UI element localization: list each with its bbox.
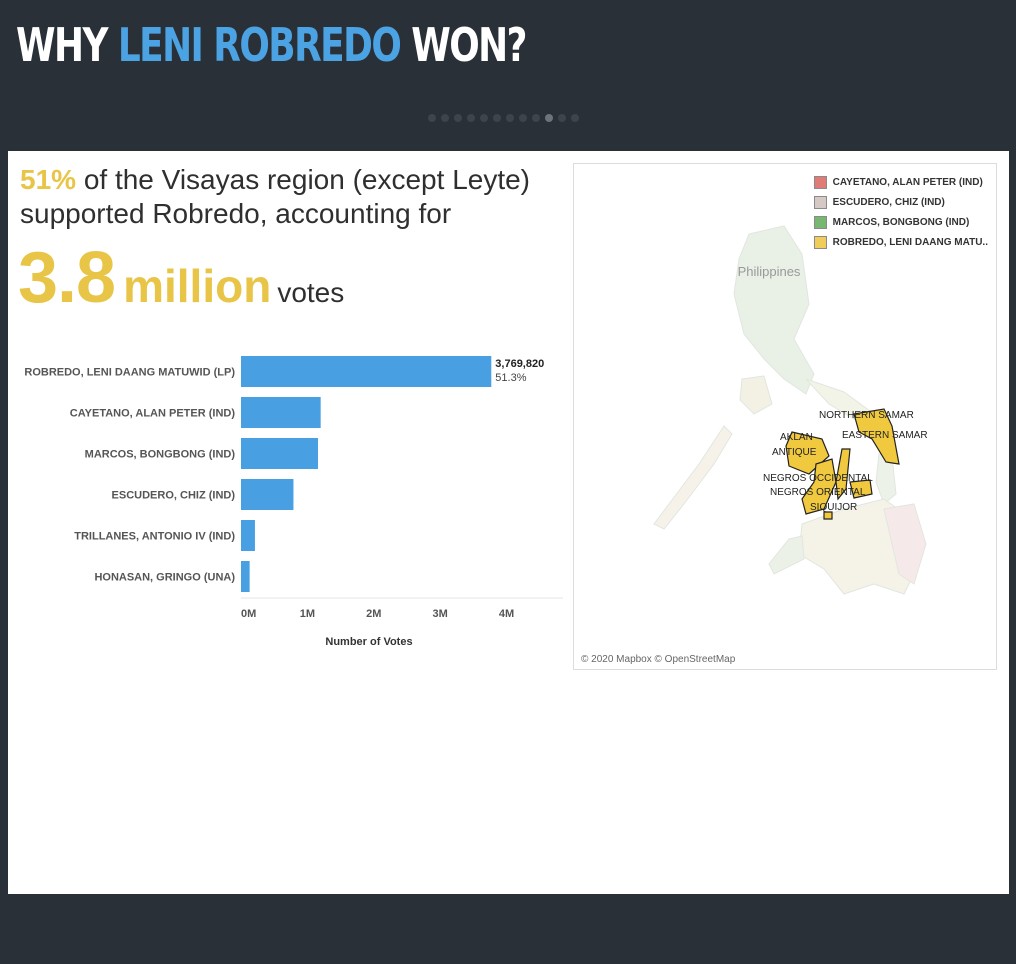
province-label-antique: ANTIQUE: [772, 447, 817, 458]
slide-dot[interactable]: [519, 114, 527, 122]
category-label: TRILLANES, ANTONIO IV (IND): [74, 531, 235, 543]
mindanao-east-shape: [883, 503, 927, 585]
category-label: CAYETANO, ALAN PETER (IND): [70, 408, 236, 420]
legend-swatch: [813, 195, 827, 209]
headline-percent: 51%: [20, 164, 77, 195]
bar[interactable]: [241, 561, 250, 592]
province-label-siquijor: SIQUIJOR: [810, 502, 857, 513]
legend-label: CAYETANO, ALAN PETER (IND): [832, 176, 983, 188]
province-label-eastern-samar: EASTERN SAMAR: [842, 430, 928, 441]
category-label: MARCOS, BONGBONG (IND): [85, 449, 236, 461]
bar[interactable]: [241, 397, 321, 428]
legend-item[interactable]: CAYETANO, ALAN PETER (IND): [813, 172, 988, 192]
slide-dot[interactable]: [545, 114, 553, 122]
vote-total-number: 3.8: [18, 238, 116, 318]
province-label-aklan: AKLAN: [780, 432, 813, 443]
legend-swatch: [813, 175, 827, 189]
vote-total: 3.8 million votes: [18, 237, 344, 319]
legend-swatch: [813, 215, 827, 229]
vote-bar-chart: ROBREDO, LENI DAANG MATUWID (LP) 3,769,82…: [24, 356, 563, 648]
x-tick-label: 0M: [241, 608, 256, 620]
title-suffix: WON?: [411, 18, 527, 72]
content-panel: 51% of the Visayas region (except Leyte)…: [8, 151, 1009, 894]
x-tick-label: 4M: [499, 608, 514, 620]
luzon-shape: [733, 225, 815, 395]
category-label: ESCUDERO, CHIZ (IND): [112, 490, 236, 502]
bohol-shape: [849, 479, 873, 499]
map-attribution: © 2020 Mapbox © OpenStreetMap: [581, 654, 736, 665]
x-tick-label: 3M: [433, 608, 448, 620]
vote-total-word: votes: [277, 277, 345, 308]
slide-pagination[interactable]: [428, 114, 579, 122]
legend-label: ROBREDO, LENI DAANG MATU..: [832, 236, 988, 248]
slide-dot[interactable]: [558, 114, 566, 122]
cebu-shape: [835, 448, 851, 501]
mindoro-shape: [739, 375, 773, 415]
legend-label: ESCUDERO, CHIZ (IND): [832, 196, 945, 208]
category-label: HONASAN, GRINGO (UNA): [94, 572, 235, 584]
slide-dot[interactable]: [480, 114, 488, 122]
bar[interactable]: [241, 520, 255, 551]
bar[interactable]: [241, 438, 319, 469]
slide-dot[interactable]: [441, 114, 449, 122]
slide-dot[interactable]: [467, 114, 475, 122]
x-axis-title: Number of Votes: [325, 636, 412, 648]
page-title: WHY LENI ROBREDO WON?: [16, 18, 527, 72]
category-label: ROBREDO, LENI DAANG MATUWID (LP): [24, 367, 235, 379]
legend-label: MARCOS, BONGBONG (IND): [832, 216, 970, 228]
slide-dot[interactable]: [532, 114, 540, 122]
headline-line1: of the Visayas region (except Leyte): [83, 164, 531, 195]
vote-total-unit: million: [123, 260, 272, 312]
siquijor-shape: [823, 511, 833, 520]
bar[interactable]: [241, 356, 492, 387]
province-label-negros-oriental: NEGROS ORIENTAL: [770, 487, 866, 498]
headline: 51% of the Visayas region (except Leyte)…: [20, 163, 560, 231]
title-highlight: LENI ROBREDO: [117, 18, 402, 72]
map-legend: CAYETANO, ALAN PETER (IND) ESCUDERO, CHIZ…: [813, 172, 988, 252]
legend-item[interactable]: ESCUDERO, CHIZ (IND): [813, 192, 988, 212]
legend-item[interactable]: ROBREDO, LENI DAANG MATU..: [813, 232, 988, 252]
zamboanga-shape: [768, 535, 805, 575]
robredo-provinces: [785, 408, 900, 520]
slide-dot[interactable]: [454, 114, 462, 122]
province-label-negros-occidental: NEGROS OCCIDENTAL: [763, 473, 873, 484]
map-land: [653, 225, 927, 595]
bar[interactable]: [241, 479, 294, 510]
slide-dot[interactable]: [428, 114, 436, 122]
slide-dot[interactable]: [506, 114, 514, 122]
legend-item[interactable]: MARCOS, BONGBONG (IND): [813, 212, 988, 232]
x-tick-label: 2M: [366, 608, 381, 620]
samar-shape: [853, 408, 900, 465]
legend-swatch: [813, 235, 827, 249]
province-map[interactable]: Philippines NORTHERN SAMAR EASTERN SAMAR…: [573, 163, 997, 670]
title-prefix: WHY: [16, 18, 108, 72]
palawan-shape: [653, 425, 733, 530]
province-label-northern-samar: NORTHERN SAMAR: [819, 410, 914, 421]
bar-percent-label: 51.3%: [495, 372, 526, 384]
slide-dot[interactable]: [571, 114, 579, 122]
x-tick-label: 1M: [300, 608, 315, 620]
headline-line2: supported Robredo, accounting for: [20, 198, 452, 229]
country-label: Philippines: [738, 264, 801, 279]
negros-shape: [801, 458, 837, 515]
bar-value-label: 3,769,820: [495, 358, 544, 370]
slide-dot[interactable]: [493, 114, 501, 122]
map-canvas[interactable]: Philippines NORTHERN SAMAR EASTERN SAMAR…: [574, 164, 996, 669]
